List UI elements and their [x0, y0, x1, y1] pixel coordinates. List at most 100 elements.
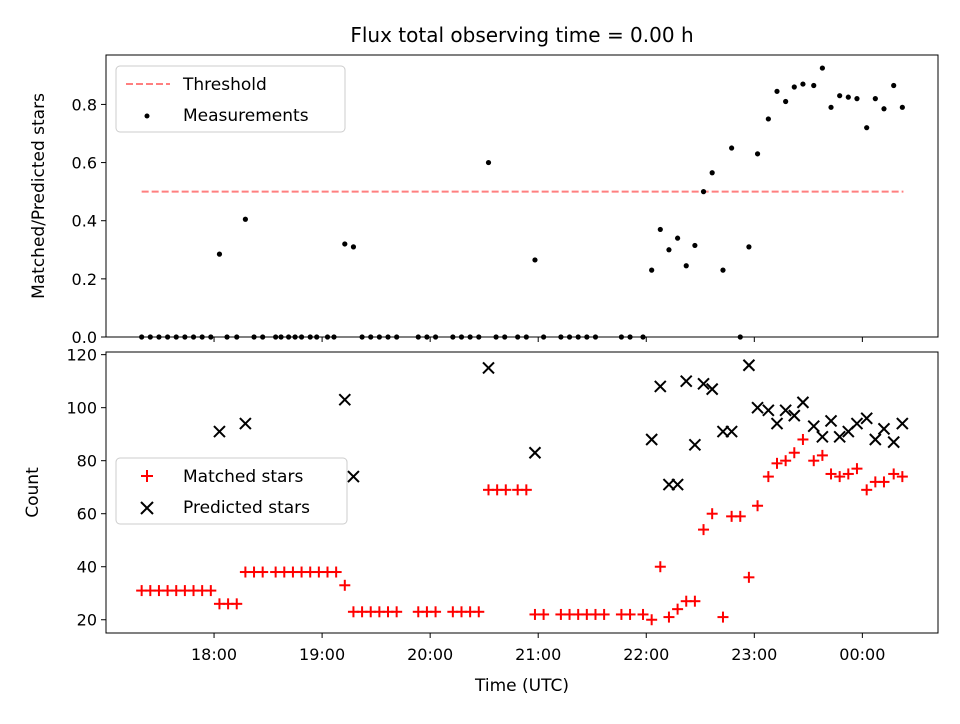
- measurement-point: [476, 334, 482, 340]
- predicted-point: [796, 396, 810, 409]
- matched-point: [780, 455, 792, 467]
- measurement-point: [765, 116, 771, 122]
- measurement-point: [584, 334, 590, 340]
- measurement-point: [891, 82, 897, 89]
- measurement-point: [199, 334, 205, 340]
- measurement-point: [720, 267, 726, 273]
- predicted-point: [654, 380, 667, 393]
- legend-bottom-frame: [115, 457, 348, 525]
- legend-bottom: Matched stars Predicted stars: [115, 457, 348, 525]
- top-axes-frame: [105, 54, 939, 338]
- measurement-point: [666, 247, 672, 253]
- count-panel: 20 40 60 80 100 120 18:00 19:00 20:00 21:00 22:00 2…: [23, 346, 939, 664]
- bottom-y-tick-label: 60: [77, 505, 97, 524]
- measurement-point: [523, 334, 529, 340]
- matched-point: [339, 579, 351, 591]
- matched-point: [538, 608, 550, 620]
- measurement-point: [800, 81, 806, 87]
- measurement-point: [515, 334, 521, 340]
- matched-point: [646, 614, 658, 626]
- measurement-point: [828, 104, 834, 110]
- measurement-point: [359, 334, 365, 340]
- predicted-point: [645, 433, 658, 446]
- measurement-point: [273, 334, 279, 340]
- x-tick-label: 19:00: [299, 645, 345, 664]
- predicted-point: [887, 435, 900, 449]
- measurement-point: [819, 65, 825, 71]
- measurement-point: [700, 189, 707, 195]
- legend-matched-swatch: [141, 470, 153, 482]
- predicted-point: [762, 404, 775, 417]
- predicted-point: [213, 425, 226, 438]
- measurement-point: [899, 104, 905, 110]
- matched-point: [706, 508, 718, 520]
- matched-point: [598, 608, 610, 620]
- measurement-point: [754, 151, 761, 157]
- matched-point: [842, 468, 854, 480]
- measurement-point: [674, 235, 681, 241]
- measurement-point: [260, 334, 266, 340]
- bottom-y-tick-label: 80: [77, 452, 97, 471]
- measurement-point: [467, 334, 473, 340]
- measurement-point: [592, 334, 599, 340]
- matched-point: [663, 611, 675, 623]
- measurement-point: [432, 334, 439, 340]
- measurement-point: [415, 334, 421, 340]
- matched-point: [391, 606, 403, 618]
- measurement-point: [251, 334, 257, 340]
- top-y-tick-label: 0.8: [72, 95, 97, 114]
- predicted-point: [779, 404, 792, 417]
- x-axis-label: Time (UTC): [474, 676, 569, 696]
- matched-point: [888, 468, 900, 480]
- measurement-point: [164, 334, 171, 340]
- measurement-point: [709, 170, 715, 176]
- top-y-axis-label: Matched/Predicted stars: [29, 93, 49, 299]
- matched-point: [896, 471, 908, 483]
- predicted-point: [869, 433, 882, 446]
- x-tick-label: 00:00: [839, 645, 885, 664]
- measurement-point: [774, 88, 780, 94]
- measurement-point: [783, 98, 789, 105]
- matched-point: [205, 585, 217, 597]
- measurement-point: [242, 216, 248, 222]
- matched-point: [430, 606, 442, 618]
- measurement-point: [139, 334, 145, 340]
- predicted-point: [860, 412, 873, 425]
- predicted-point: [788, 409, 801, 422]
- measurement-point: [737, 334, 743, 340]
- measurement-point: [385, 334, 391, 340]
- legend-matched-label: Matched stars: [183, 467, 303, 487]
- measurement-point: [692, 242, 698, 249]
- predicted-point: [680, 374, 693, 388]
- x-tick-label: 22:00: [623, 645, 669, 664]
- predicted-point: [688, 438, 702, 451]
- x-tick-label: 23:00: [731, 645, 777, 664]
- matched-point: [816, 449, 828, 461]
- legend-predicted-label: Predicted stars: [183, 498, 310, 518]
- predicted-point: [528, 446, 542, 459]
- matched-point: [825, 468, 837, 480]
- measurement-point: [864, 125, 870, 131]
- measurement-point: [541, 334, 547, 340]
- measurement-point: [845, 94, 851, 100]
- measurement-point: [307, 334, 313, 340]
- series-measurements: [139, 65, 905, 340]
- measurement-point: [424, 334, 430, 340]
- measurement-point: [746, 244, 752, 250]
- predicted-point: [239, 417, 252, 430]
- predicted-point: [816, 430, 829, 444]
- matched-point: [762, 471, 774, 483]
- top-y-tick-label: 0.6: [72, 154, 97, 173]
- top-y-tick-label: 0.0: [72, 328, 97, 347]
- matched-point: [637, 608, 649, 620]
- predicted-point: [896, 417, 909, 430]
- legend-top-frame: [115, 65, 346, 133]
- measurement-point: [791, 84, 797, 90]
- measurement-point: [558, 334, 564, 340]
- measurement-point: [342, 241, 348, 247]
- bottom-axes-frame: [105, 351, 939, 634]
- predicted-point: [824, 414, 838, 428]
- predicted-point: [833, 430, 846, 444]
- ratio-panel: 0.0 0.2 0.4 0.6 0.8 Matched/Predicted stars: [29, 54, 939, 347]
